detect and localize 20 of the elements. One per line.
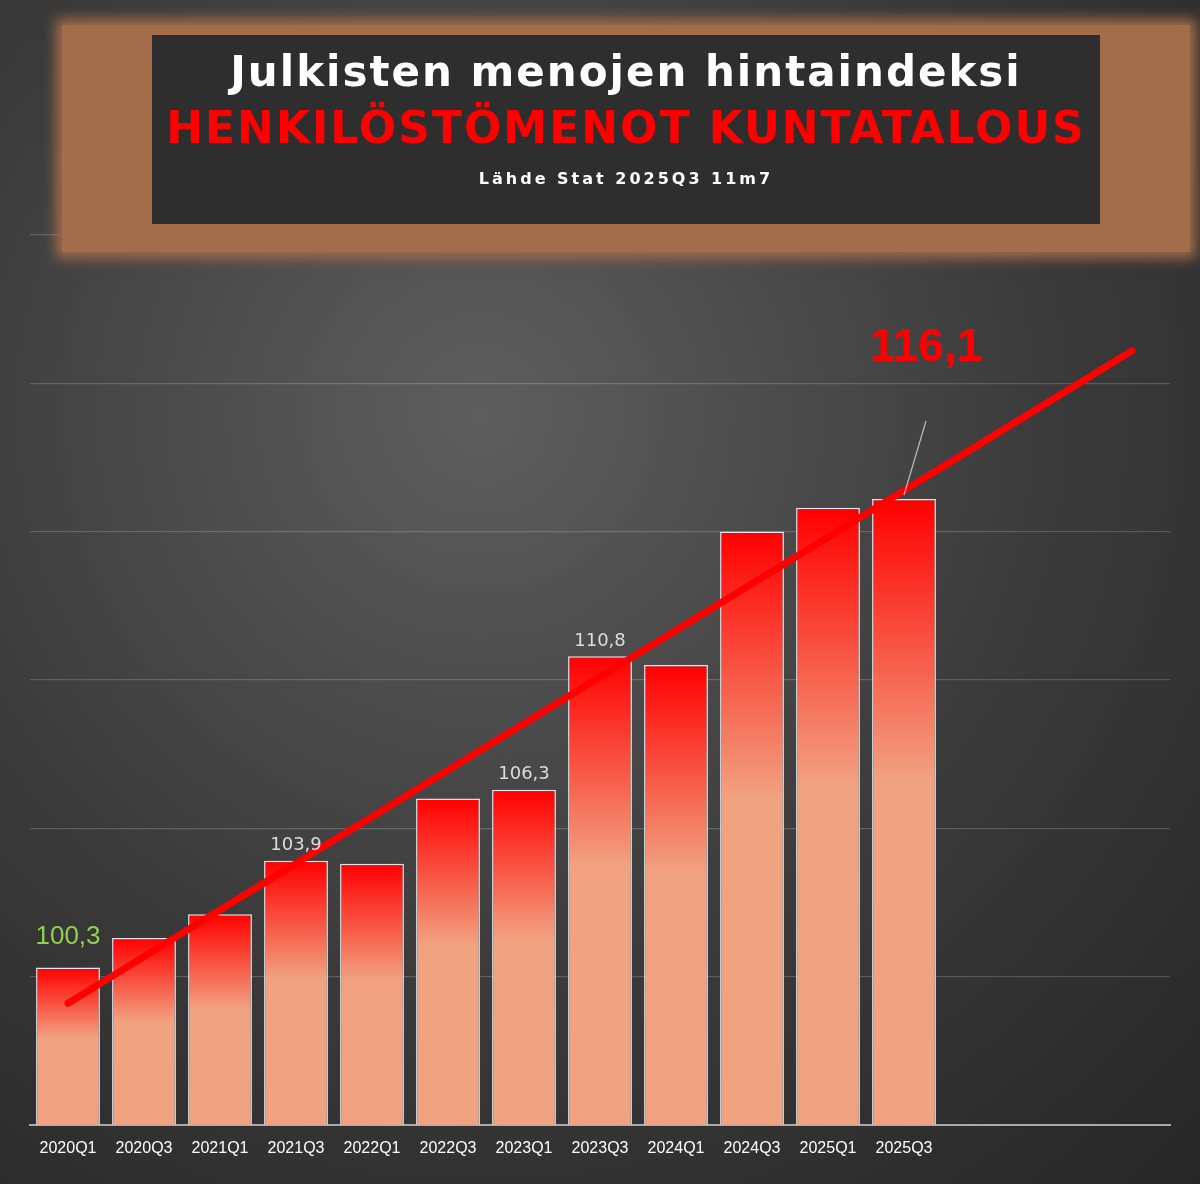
text: Lähde Stat 2025Q3 11m7 — [477, 169, 775, 188]
x-tick-label: 2021Q3 — [267, 1138, 325, 1156]
x-tick-label: 2021Q1 — [191, 1138, 249, 1156]
chart-title: Julkisten menojen hintaindeksi — [227, 47, 1023, 96]
x-tick-label: 2022Q3 — [419, 1138, 477, 1156]
x-tick-label: 2022Q1 — [343, 1138, 401, 1156]
annotation: 100,3 — [35, 919, 101, 950]
x-tick-label: 2020Q3 — [115, 1138, 173, 1156]
x-tick-label: 2023Q3 — [571, 1138, 629, 1156]
x-tick-label: 2025Q3 — [875, 1138, 933, 1156]
x-tick-label: 2024Q3 — [723, 1138, 781, 1156]
chart-subtitle: HENKILÖSTÖMENOT KUNTATALOUS — [165, 102, 1087, 153]
x-tick-label: 2025Q1 — [799, 1138, 857, 1156]
x-tick-label: 2020Q1 — [39, 1138, 97, 1156]
annotation: 116,1 — [869, 318, 983, 371]
data-label: 110,8 — [574, 628, 626, 650]
data-label: 103,9 — [270, 833, 322, 855]
x-tick-label: 2024Q1 — [647, 1138, 705, 1156]
x-tick-label: 2023Q1 — [495, 1138, 553, 1156]
data-label: 106,3 — [498, 762, 550, 784]
